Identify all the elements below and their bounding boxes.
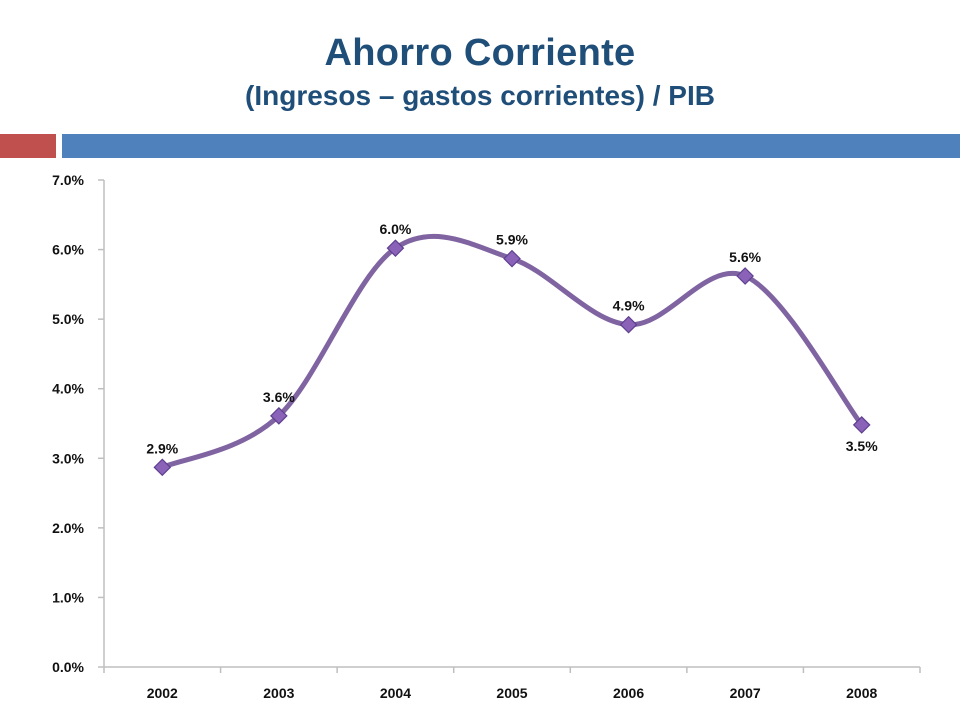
chart-data-labels: 2.9% 3.6% 6.0% 5.9% 4.9% 5.6% 3.5% bbox=[146, 221, 878, 456]
data-point-marker bbox=[619, 315, 638, 334]
series-line bbox=[159, 233, 865, 470]
y-tick-label: 2.0% bbox=[52, 520, 84, 536]
x-tick-label: 2006 bbox=[613, 685, 644, 701]
slide-subtitle: (Ingresos – gastos corrientes) / PIB bbox=[245, 80, 715, 111]
chart-series bbox=[153, 233, 871, 477]
x-tick-label: 2003 bbox=[263, 685, 294, 701]
x-tick-label: 2005 bbox=[496, 685, 527, 701]
y-tick-label: 3.0% bbox=[52, 450, 84, 466]
data-point-marker bbox=[503, 249, 521, 268]
y-tick-label: 6.0% bbox=[52, 242, 84, 258]
data-point-marker bbox=[270, 406, 288, 425]
slide-title-block: Ahorro Corriente (Ingresos – gastos corr… bbox=[0, 28, 960, 114]
data-point-marker bbox=[386, 239, 405, 258]
data-label: 3.5% bbox=[846, 438, 878, 454]
accent-bar-blue bbox=[62, 134, 960, 158]
x-tick-label: 2007 bbox=[730, 685, 761, 701]
y-tick-label: 7.0% bbox=[52, 172, 84, 188]
x-tick-label: 2002 bbox=[147, 685, 178, 701]
data-label: 3.6% bbox=[263, 389, 295, 405]
data-label: 2.9% bbox=[146, 440, 178, 456]
data-label: 5.9% bbox=[496, 232, 528, 248]
data-point-marker bbox=[736, 267, 754, 285]
y-tick-label: 5.0% bbox=[52, 311, 84, 327]
chart-axes: 0.0% 1.0% 2.0% 3.0% 4.0% 5.0% 6.0% 7.0% 2002 2003… bbox=[52, 172, 921, 701]
y-tick-label: 0.0% bbox=[52, 659, 84, 675]
data-label: 4.9% bbox=[613, 298, 645, 314]
x-tick-label: 2008 bbox=[846, 685, 877, 701]
data-label: 6.0% bbox=[379, 221, 411, 237]
x-tick-label: 2004 bbox=[380, 685, 411, 701]
y-tick-label: 4.0% bbox=[52, 381, 84, 397]
data-label: 5.6% bbox=[729, 249, 761, 265]
y-tick-label: 1.0% bbox=[52, 589, 84, 605]
data-point-marker bbox=[852, 416, 871, 434]
data-point-marker bbox=[153, 458, 172, 477]
slide-title: Ahorro Corriente bbox=[324, 32, 636, 74]
accent-bar-red bbox=[0, 134, 56, 158]
